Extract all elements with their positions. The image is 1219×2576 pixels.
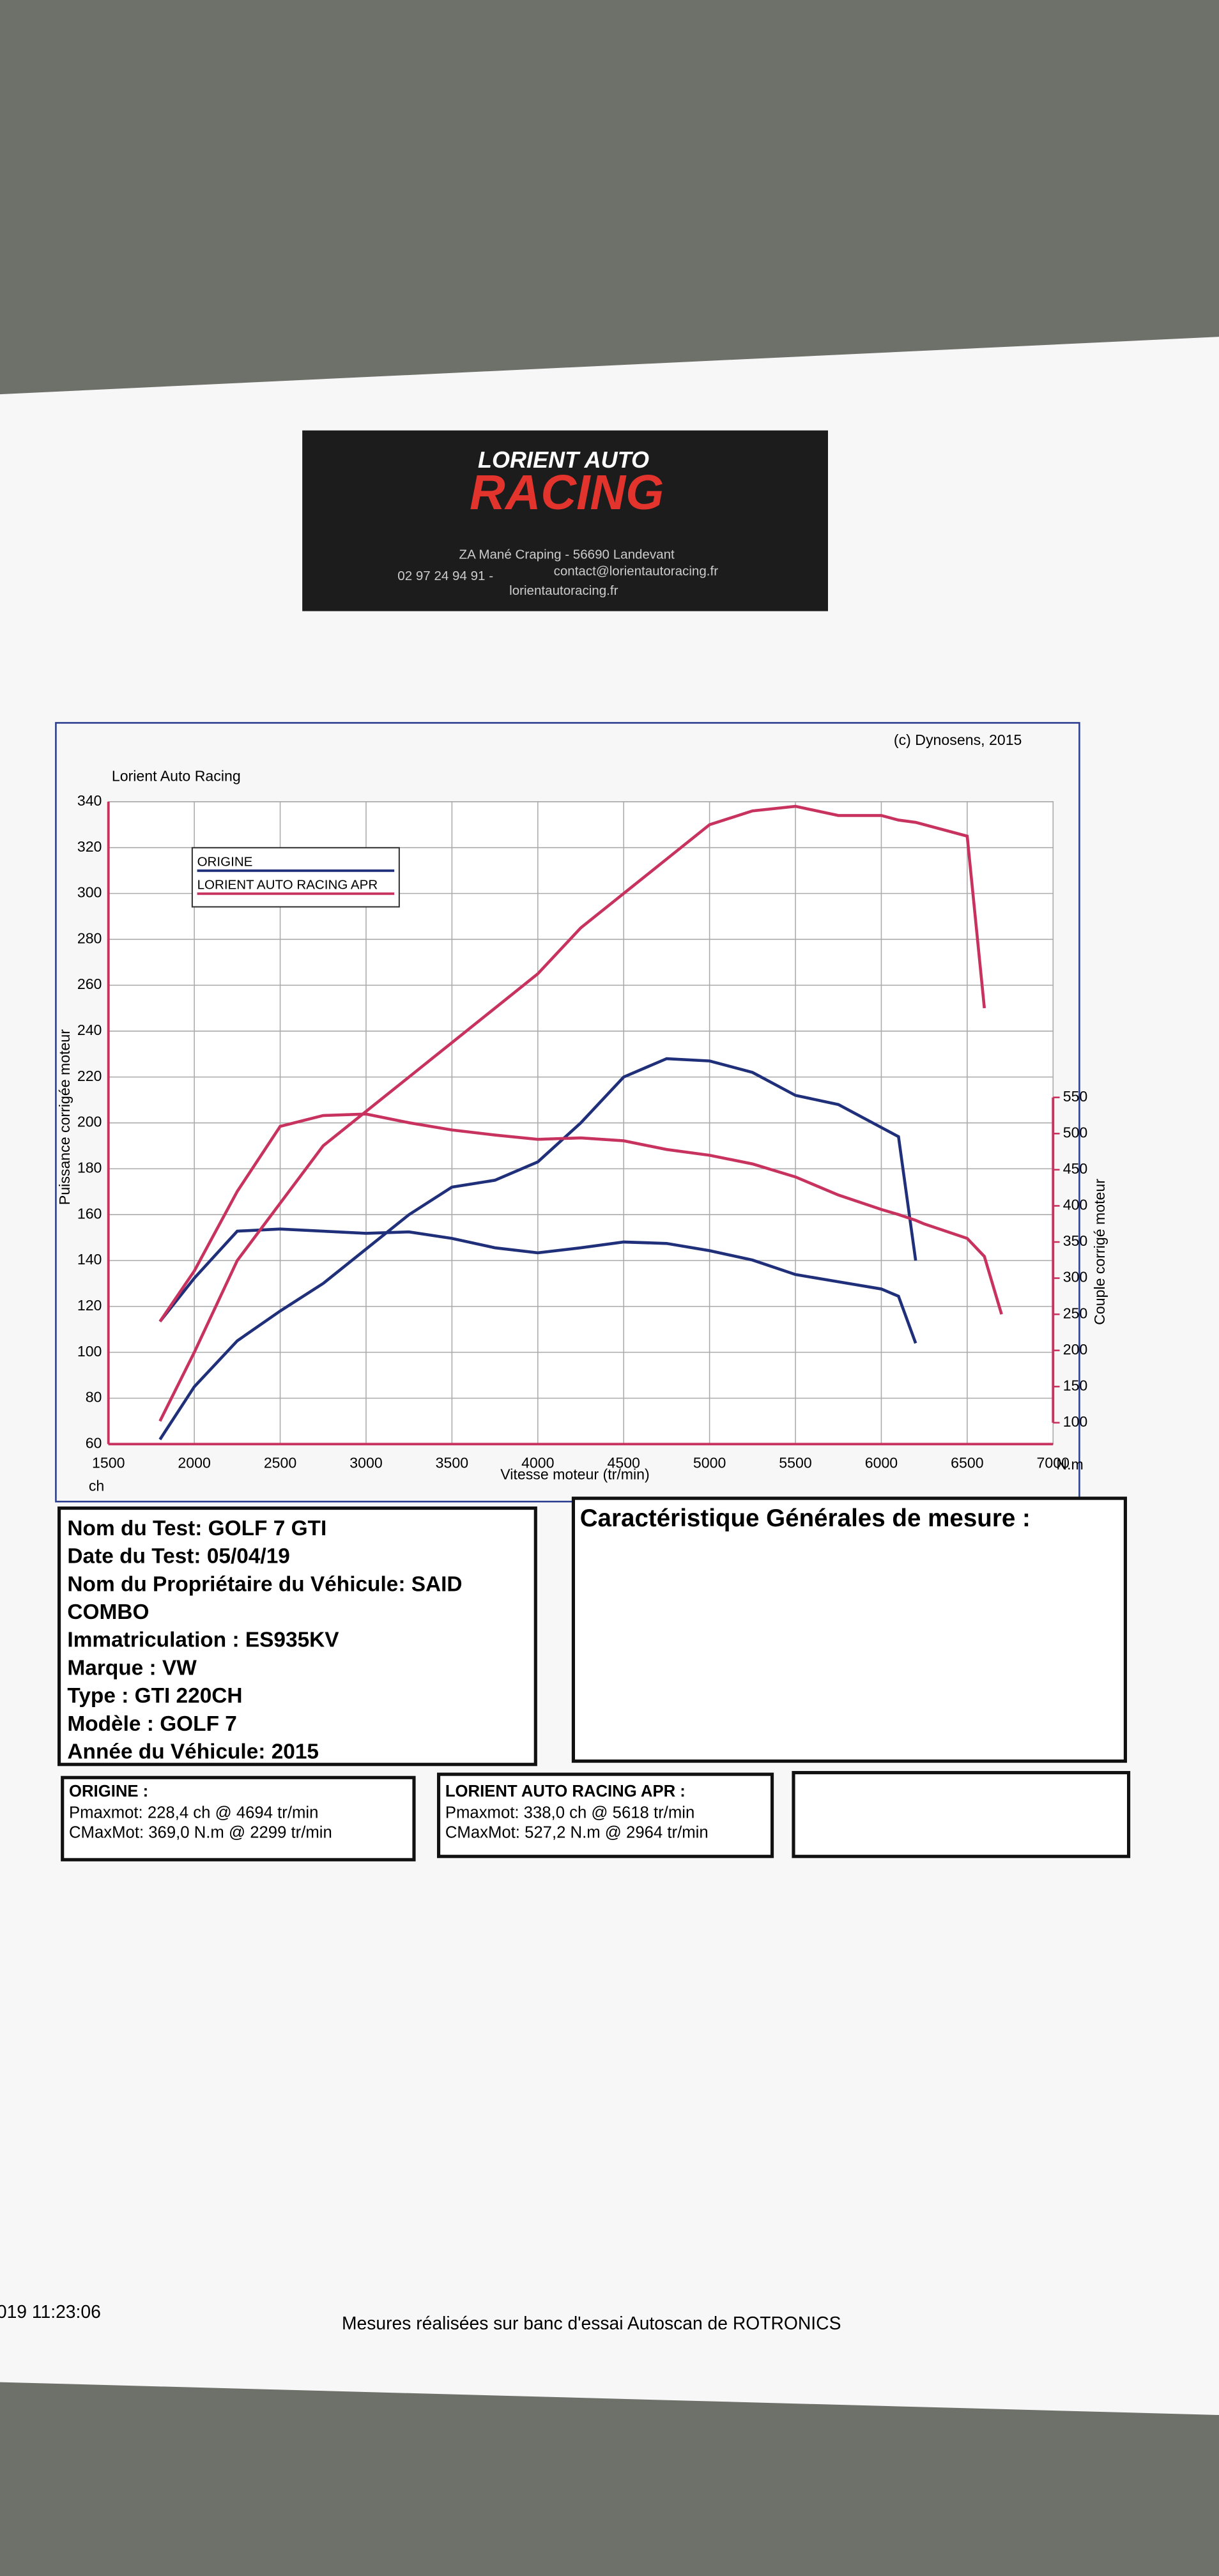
y-tick-label: 340 xyxy=(77,792,102,809)
x-axis-label: Vitesse moteur (tr/min) xyxy=(500,1466,649,1482)
y2-tick-label: 350 xyxy=(1063,1232,1088,1249)
y2-tick-label: 550 xyxy=(1063,1088,1088,1105)
x-tick-label: 6500 xyxy=(951,1454,983,1471)
series-line xyxy=(158,804,986,1422)
info-line: COMBO xyxy=(67,1600,149,1624)
info-line: Nom du Propriétaire du Véhicule: SAID xyxy=(67,1572,462,1596)
x-tick-label: 5000 xyxy=(693,1454,726,1471)
series-line xyxy=(158,1112,1003,1322)
y2-tick-label: 450 xyxy=(1063,1160,1088,1177)
y-tick-label: 300 xyxy=(77,884,102,901)
x-tick-label: 5500 xyxy=(779,1454,811,1471)
series-line xyxy=(158,1057,917,1441)
y-tick-label: 240 xyxy=(77,1022,102,1038)
x-tick-label: 1500 xyxy=(92,1454,125,1471)
footer-note: Mesures réalisées sur banc d'essai Autos… xyxy=(342,2313,841,2333)
info-line: Date du Test: 05/04/19 xyxy=(67,1545,289,1568)
info-line: Année du Véhicule: 2015 xyxy=(67,1740,319,1764)
y-tick-label: 260 xyxy=(77,976,102,992)
y-tick-label: 180 xyxy=(77,1159,102,1176)
result-title: ORIGINE : xyxy=(69,1782,148,1800)
x-tick-label: 4500 xyxy=(607,1454,640,1471)
info-lines: Nom du Test: GOLF 7 GTI Date du Test: 05/… xyxy=(67,1517,462,1764)
x-tick-label: 3000 xyxy=(349,1454,382,1471)
y-tick-label: 220 xyxy=(77,1068,102,1084)
info-line: Nom du Test: GOLF 7 GTI xyxy=(67,1517,326,1540)
y2-unit: N.m xyxy=(1056,1456,1083,1473)
legend-label: ORIGINE xyxy=(197,854,253,869)
result-box xyxy=(437,1772,774,1859)
x-tick-label: 4000 xyxy=(521,1454,554,1471)
y-tick-label: 60 xyxy=(86,1434,102,1451)
x-tick-label: 7000 xyxy=(1037,1454,1070,1471)
legend-label: LORIENT AUTO RACING APR xyxy=(197,877,378,892)
x-tick-label: 2500 xyxy=(264,1454,296,1471)
y-tick-label: 120 xyxy=(77,1297,102,1314)
result-title: LORIENT AUTO RACING APR : xyxy=(445,1782,686,1800)
info-line: Type : GTI 220CH xyxy=(67,1684,242,1708)
logo-box xyxy=(302,430,829,611)
y2-tick-label: 100 xyxy=(1063,1413,1088,1430)
timestamp: 019 11:23:06 xyxy=(0,2301,101,2322)
email: contact@lorientautoracing.fr xyxy=(554,564,719,578)
series-line xyxy=(158,1227,917,1344)
x-tick-label: 6000 xyxy=(865,1454,898,1471)
x-tick-label: 2000 xyxy=(178,1454,210,1471)
y2-tick-label: 200 xyxy=(1063,1341,1088,1358)
empty-box xyxy=(792,1771,1131,1859)
y2-axis-label: Couple corrigé moteur xyxy=(1091,1179,1108,1325)
y2-tick-label: 500 xyxy=(1063,1124,1088,1140)
y-tick-label: 80 xyxy=(86,1389,102,1406)
y2-tick-label: 300 xyxy=(1063,1269,1088,1285)
result-line: CMaxMot: 527,2 N.m @ 2964 tr/min xyxy=(445,1824,709,1842)
general-box xyxy=(571,1496,1128,1763)
chart-title: Lorient Auto Racing xyxy=(112,767,241,784)
general-title: Caractéristique Générales de mesure : xyxy=(580,1505,1031,1532)
results: ORIGINE : Pmaxmot: 228,4 ch @ 4694 tr/min… xyxy=(69,1782,709,1841)
chart-frame xyxy=(55,722,1080,1503)
y2-tick-label: 400 xyxy=(1063,1197,1088,1213)
copyright: (c) Dynosens, 2015 xyxy=(894,732,1022,748)
result-line: CMaxMot: 369,0 N.m @ 2299 tr/min xyxy=(69,1824,332,1842)
y2-tick-label: 150 xyxy=(1063,1377,1088,1393)
y-tick-label: 280 xyxy=(77,930,102,946)
website: lorientautoracing.fr xyxy=(509,583,618,598)
y-tick-label: 200 xyxy=(77,1114,102,1130)
info-box xyxy=(57,1506,537,1767)
brand-main: RACING xyxy=(470,465,664,520)
plot: 1500 2000 2500 3000 3500 4000 4500 5000 5500 6000… xyxy=(77,792,1087,1471)
info-line: Modèle : GOLF 7 xyxy=(67,1712,236,1736)
brand-top: LORIENT AUTO xyxy=(478,447,649,473)
info-line: Marque : VW xyxy=(67,1656,197,1680)
y-unit: ch xyxy=(89,1477,104,1494)
y2-tick-label: 250 xyxy=(1063,1305,1088,1321)
y-tick-label: 320 xyxy=(77,838,102,855)
legend-items: ORIGINE LORIENT AUTO RACING APR xyxy=(197,854,395,895)
result-box xyxy=(61,1775,416,1862)
phone: 02 97 24 94 91 - xyxy=(397,569,493,583)
y-tick-label: 160 xyxy=(77,1205,102,1222)
x-tick-label: 3500 xyxy=(436,1454,468,1471)
y-axis-label: Puissance corrigée moteur xyxy=(56,1029,73,1205)
y-tick-label: 100 xyxy=(77,1343,102,1360)
legend xyxy=(191,847,400,908)
address: ZA Mané Craping - 56690 Landevant xyxy=(459,548,675,562)
result-line: Pmaxmot: 338,0 ch @ 5618 tr/min xyxy=(445,1804,694,1822)
info-line: Immatriculation : ES935KV xyxy=(67,1629,339,1652)
result-line: Pmaxmot: 228,4 ch @ 4694 tr/min xyxy=(69,1804,318,1822)
y-tick-label: 140 xyxy=(77,1251,102,1268)
